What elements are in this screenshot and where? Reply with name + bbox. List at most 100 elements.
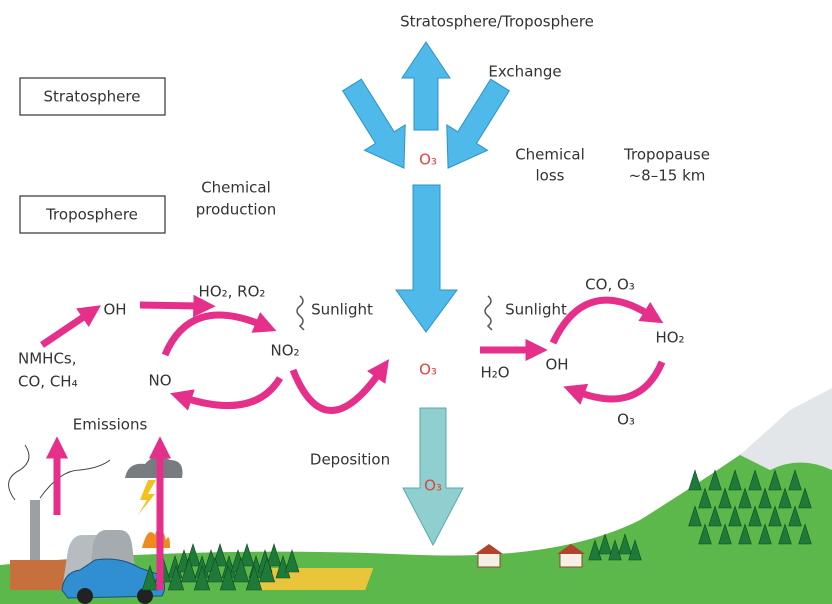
arrow — [161, 311, 277, 357]
label: Sunlight — [311, 301, 373, 319]
tree — [180, 556, 198, 583]
tree — [758, 487, 772, 509]
tree — [167, 564, 185, 591]
tree — [708, 505, 722, 527]
deposition-arrow — [402, 407, 464, 547]
label: Deposition — [310, 451, 390, 469]
tree — [206, 556, 224, 583]
factory — [10, 560, 70, 590]
label: Sunlight — [505, 301, 567, 319]
exchange-arrow — [446, 78, 511, 169]
tree — [245, 564, 263, 591]
lightning — [138, 480, 156, 515]
tree — [778, 523, 792, 545]
sunlight-squiggle — [484, 295, 493, 331]
exchange-arrow — [341, 78, 406, 169]
mountain-snow — [740, 388, 832, 470]
landscape — [0, 388, 832, 604]
cloud — [125, 456, 183, 478]
label: production — [196, 201, 277, 219]
label: NO — [148, 372, 171, 390]
tree — [258, 556, 276, 583]
car — [61, 558, 166, 599]
tree — [718, 523, 732, 545]
sunlight-squiggle — [296, 295, 305, 331]
roof — [475, 544, 503, 554]
arrow — [289, 359, 390, 414]
house — [477, 552, 501, 568]
roof — [557, 544, 585, 554]
label: CO, O₃ — [585, 276, 635, 294]
tree — [798, 523, 812, 545]
label: OH — [103, 301, 126, 319]
tree — [788, 469, 802, 491]
label: OH — [545, 356, 568, 374]
tree — [239, 543, 255, 567]
wheel — [137, 588, 153, 604]
label: ~8–15 km — [629, 167, 706, 185]
title: Stratosphere/Troposphere — [400, 13, 594, 31]
smoke — [8, 444, 111, 501]
label: O₃ — [617, 411, 635, 429]
ozone-label: O₃ — [424, 477, 442, 495]
tree — [608, 539, 622, 561]
tree — [718, 487, 732, 509]
tree — [748, 505, 762, 527]
label: NO₂ — [270, 342, 299, 360]
label: Tropopause — [623, 146, 710, 164]
arrow — [170, 376, 284, 411]
tree — [728, 505, 742, 527]
wheel — [77, 588, 93, 604]
exchange-arrow-up — [401, 41, 451, 131]
tree — [598, 533, 612, 555]
tree — [698, 523, 712, 545]
label: Chemical — [515, 146, 585, 164]
tree — [778, 487, 792, 509]
troposphere-box — [19, 195, 166, 234]
tree — [141, 564, 159, 591]
tree — [738, 487, 752, 509]
box-label: Stratosphere — [44, 88, 141, 106]
label: Emissions — [73, 416, 148, 434]
tree — [266, 543, 282, 567]
tree — [232, 556, 250, 583]
tree — [758, 523, 772, 545]
tree — [212, 543, 228, 567]
tree — [788, 505, 802, 527]
label: Chemical — [201, 179, 271, 197]
arrow — [549, 296, 664, 345]
arrow — [40, 305, 102, 348]
tree — [688, 469, 702, 491]
fire — [142, 527, 170, 548]
arrow — [563, 360, 666, 405]
label: HO₂ — [655, 329, 684, 347]
tree — [708, 469, 722, 491]
tree — [193, 564, 211, 591]
tree — [698, 487, 712, 509]
tree — [618, 533, 632, 555]
tree — [768, 505, 782, 527]
ozone-label: O₃ — [419, 361, 437, 379]
label: CO, CH₄ — [18, 373, 78, 391]
reaction-arrows — [40, 294, 666, 590]
tree — [588, 539, 602, 561]
tree — [738, 523, 752, 545]
house — [559, 552, 583, 568]
tree — [219, 564, 237, 591]
label: HO₂, RO₂ — [199, 283, 266, 301]
label: H₂O — [480, 364, 509, 382]
label: Exchange — [488, 63, 561, 81]
tree — [798, 487, 812, 509]
arrow — [139, 294, 216, 318]
chimney — [30, 500, 40, 560]
label: loss — [536, 167, 565, 185]
tree — [728, 469, 742, 491]
label: NMHCs, — [18, 350, 77, 368]
tree — [628, 539, 642, 561]
box-label: Troposphere — [45, 206, 138, 224]
ozone-label: O₃ — [419, 151, 437, 169]
tree — [768, 469, 782, 491]
tree — [688, 505, 702, 527]
tree — [284, 549, 300, 573]
